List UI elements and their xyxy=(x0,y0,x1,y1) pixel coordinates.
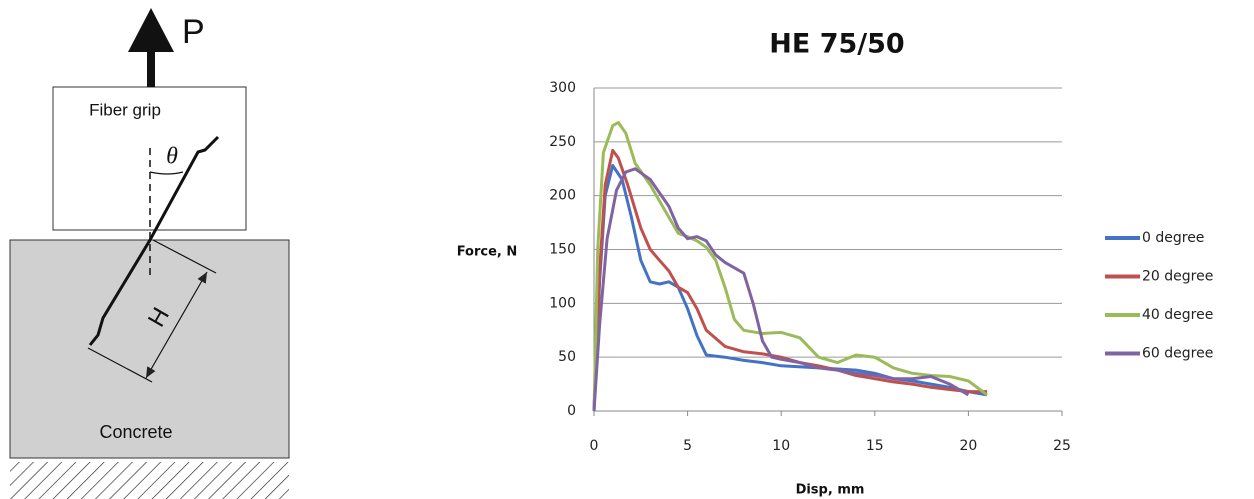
grip-label: Fiber grip xyxy=(89,100,161,119)
y-tick-label: 300 xyxy=(549,80,576,96)
y-tick-label: 200 xyxy=(549,188,576,204)
dimension-line xyxy=(145,271,208,379)
x-tick-label: 25 xyxy=(1053,438,1071,454)
legend-label: 40 degree xyxy=(1142,307,1213,323)
legend-label: 60 degree xyxy=(1142,346,1213,362)
legend-label: 0 degree xyxy=(1142,230,1204,246)
chart: HE 75/50 Force, N Disp, mm 0501001502002… xyxy=(457,29,1214,498)
fiber-grip-box xyxy=(52,86,247,231)
x-tick-label: 10 xyxy=(772,438,790,454)
y-axis-label: Force, N xyxy=(457,245,518,260)
series-line xyxy=(592,121,988,412)
series-line xyxy=(592,167,970,412)
angle-label: θ xyxy=(166,144,178,170)
y-tick-label: 0 xyxy=(567,403,576,419)
x-tick-label: 20 xyxy=(959,438,977,454)
y-tick-label: 50 xyxy=(558,349,576,365)
dimension-extension xyxy=(87,347,153,383)
load-shaft xyxy=(147,50,155,87)
chart-title: HE 75/50 xyxy=(769,29,904,60)
ground-hatch xyxy=(10,462,289,499)
y-tick-label: 250 xyxy=(549,134,576,150)
x-axis-label: Disp, mm xyxy=(796,483,865,498)
angle-arc xyxy=(149,171,184,175)
x-tick-label: 0 xyxy=(590,438,599,454)
fiber xyxy=(88,135,220,346)
load-label: P xyxy=(182,13,205,51)
load-arrowhead xyxy=(128,8,174,52)
y-tick-label: 150 xyxy=(549,242,576,258)
legend-label: 20 degree xyxy=(1142,269,1213,285)
x-tick-label: 5 xyxy=(683,438,692,454)
y-tick-label: 100 xyxy=(549,295,576,311)
concrete-label: Concrete xyxy=(99,422,172,442)
dimension-extension xyxy=(152,239,217,274)
diagram: P Fiber grip θ H Concrete xyxy=(9,8,290,499)
x-tick-label: 15 xyxy=(866,438,884,454)
